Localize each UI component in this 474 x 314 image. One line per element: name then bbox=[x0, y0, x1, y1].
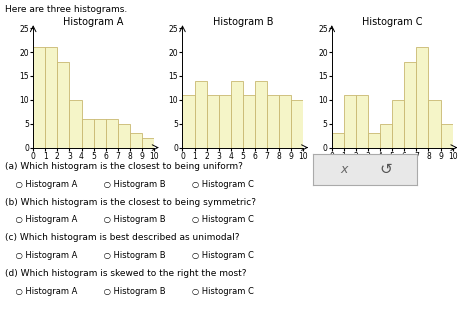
Bar bbox=[243, 95, 255, 148]
Bar bbox=[94, 119, 106, 148]
Text: ↺: ↺ bbox=[380, 162, 392, 177]
Title: Histogram C: Histogram C bbox=[362, 18, 422, 28]
Bar bbox=[416, 47, 428, 148]
Text: (b) Which histogram is the closest to being symmetric?: (b) Which histogram is the closest to be… bbox=[5, 198, 256, 207]
Bar bbox=[82, 119, 94, 148]
Bar bbox=[182, 95, 194, 148]
Title: Histogram B: Histogram B bbox=[213, 18, 273, 28]
Bar bbox=[356, 95, 368, 148]
Bar bbox=[57, 62, 69, 148]
Text: ○ Histogram A          ○ Histogram B          ○ Histogram C: ○ Histogram A ○ Histogram B ○ Histogram … bbox=[5, 287, 254, 296]
Text: x: x bbox=[340, 163, 348, 176]
Text: ○ Histogram A          ○ Histogram B          ○ Histogram C: ○ Histogram A ○ Histogram B ○ Histogram … bbox=[5, 215, 254, 225]
Text: ○ Histogram A          ○ Histogram B          ○ Histogram C: ○ Histogram A ○ Histogram B ○ Histogram … bbox=[5, 251, 254, 260]
Bar bbox=[46, 47, 57, 148]
Bar bbox=[380, 124, 392, 148]
Text: Here are three histograms.: Here are three histograms. bbox=[5, 5, 127, 14]
Bar bbox=[194, 81, 207, 148]
Bar bbox=[130, 133, 142, 148]
Bar bbox=[279, 95, 291, 148]
Bar bbox=[368, 133, 380, 148]
Bar bbox=[392, 100, 404, 148]
Bar bbox=[219, 95, 231, 148]
Text: (c) Which histogram is best described as unimodal?: (c) Which histogram is best described as… bbox=[5, 233, 239, 242]
Bar bbox=[231, 81, 243, 148]
Bar bbox=[344, 95, 356, 148]
Bar bbox=[404, 62, 416, 148]
Bar bbox=[142, 138, 154, 148]
Bar bbox=[267, 95, 279, 148]
Bar bbox=[332, 133, 344, 148]
Title: Histogram A: Histogram A bbox=[64, 18, 124, 28]
Bar bbox=[255, 81, 267, 148]
Text: (a) Which histogram is the closest to being uniform?: (a) Which histogram is the closest to be… bbox=[5, 162, 243, 171]
Bar bbox=[118, 124, 130, 148]
Text: (d) Which histogram is skewed to the right the most?: (d) Which histogram is skewed to the rig… bbox=[5, 269, 246, 278]
Text: ○ Histogram A          ○ Histogram B          ○ Histogram C: ○ Histogram A ○ Histogram B ○ Histogram … bbox=[5, 180, 254, 189]
Bar bbox=[207, 95, 219, 148]
Bar bbox=[428, 100, 440, 148]
Bar bbox=[33, 47, 46, 148]
Bar bbox=[291, 100, 303, 148]
Bar bbox=[440, 124, 453, 148]
Bar bbox=[106, 119, 118, 148]
Bar bbox=[69, 100, 82, 148]
